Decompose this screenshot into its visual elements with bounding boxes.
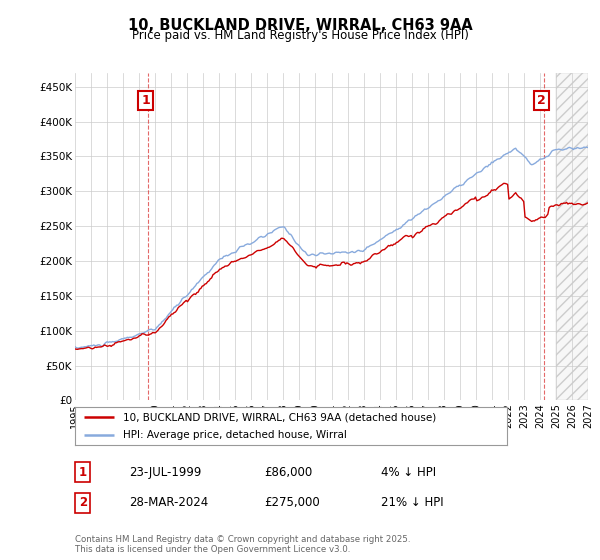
Text: 21% ↓ HPI: 21% ↓ HPI <box>381 496 443 510</box>
Text: 23-JUL-1999: 23-JUL-1999 <box>129 465 202 479</box>
Bar <box>556 73 588 400</box>
Text: 2: 2 <box>79 496 87 510</box>
Text: 10, BUCKLAND DRIVE, WIRRAL, CH63 9AA (detached house): 10, BUCKLAND DRIVE, WIRRAL, CH63 9AA (de… <box>122 412 436 422</box>
Text: £86,000: £86,000 <box>264 465 312 479</box>
Text: £275,000: £275,000 <box>264 496 320 510</box>
Text: 28-MAR-2024: 28-MAR-2024 <box>129 496 208 510</box>
Text: 4% ↓ HPI: 4% ↓ HPI <box>381 465 436 479</box>
Text: Contains HM Land Registry data © Crown copyright and database right 2025.
This d: Contains HM Land Registry data © Crown c… <box>75 535 410 554</box>
Text: 1: 1 <box>141 94 150 107</box>
Text: 2: 2 <box>537 94 545 107</box>
Text: 10, BUCKLAND DRIVE, WIRRAL, CH63 9AA: 10, BUCKLAND DRIVE, WIRRAL, CH63 9AA <box>128 18 472 32</box>
Bar <box>556 73 588 400</box>
Text: 1: 1 <box>79 465 87 479</box>
Text: Price paid vs. HM Land Registry's House Price Index (HPI): Price paid vs. HM Land Registry's House … <box>131 29 469 43</box>
Text: HPI: Average price, detached house, Wirral: HPI: Average price, detached house, Wirr… <box>122 430 346 440</box>
